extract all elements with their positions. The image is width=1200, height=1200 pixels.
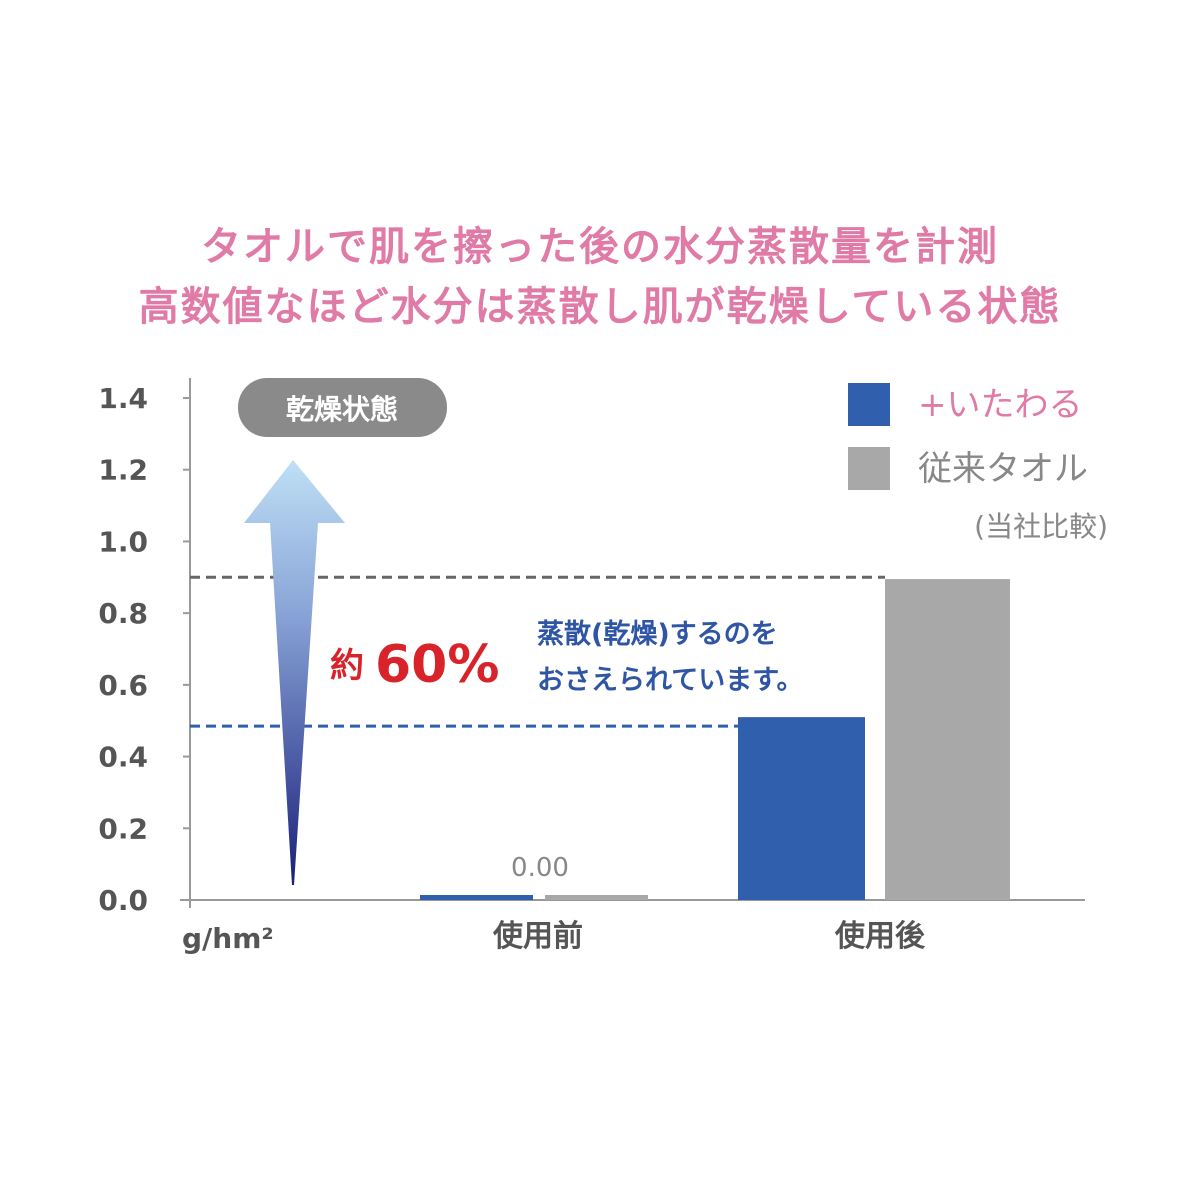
bar-itawaru: [738, 717, 865, 900]
reduction-text-2: おさえられています。: [537, 665, 804, 696]
dry-arrow-icon: [244, 460, 345, 885]
y-tick-label: 0.6: [98, 669, 148, 702]
bar-itawaru: [420, 895, 533, 900]
y-tick-label: 1.0: [98, 525, 148, 558]
legend-swatch: [848, 383, 890, 426]
reduction-value: 60%: [375, 635, 499, 695]
category-label: 使用前: [492, 919, 583, 954]
bar-conventional: [545, 895, 648, 900]
dry-state-label: 乾燥状態: [286, 393, 398, 426]
legend-swatch: [848, 447, 890, 490]
dry-state-pill: [238, 378, 447, 437]
category-label: 使用後: [834, 919, 926, 954]
y-tick-label: 0.0: [98, 884, 148, 917]
y-tick-label: 1.4: [98, 382, 148, 415]
reduction-prefix: 約: [330, 646, 364, 686]
bar-conventional: [885, 579, 1010, 900]
y-unit-label: g/hm²: [182, 922, 274, 955]
title-line-2: 高数値なほど水分は蒸散し肌が乾燥している状態: [138, 284, 1062, 330]
y-tick-label: 0.2: [98, 812, 148, 845]
legend-label: +いたわる: [918, 385, 1083, 425]
reduction-text-1: 蒸散(乾燥)するのを: [537, 619, 778, 650]
data-label: 0.00: [511, 853, 569, 883]
y-tick-label: 0.8: [98, 597, 148, 630]
legend-label: 従来タオル: [918, 449, 1088, 489]
y-tick-label: 1.2: [98, 454, 148, 487]
y-tick-label: 0.4: [98, 741, 148, 774]
title-line-1: タオルで肌を擦った後の水分蒸散量を計測: [201, 224, 999, 270]
legend-note: (当社比較): [974, 510, 1108, 543]
